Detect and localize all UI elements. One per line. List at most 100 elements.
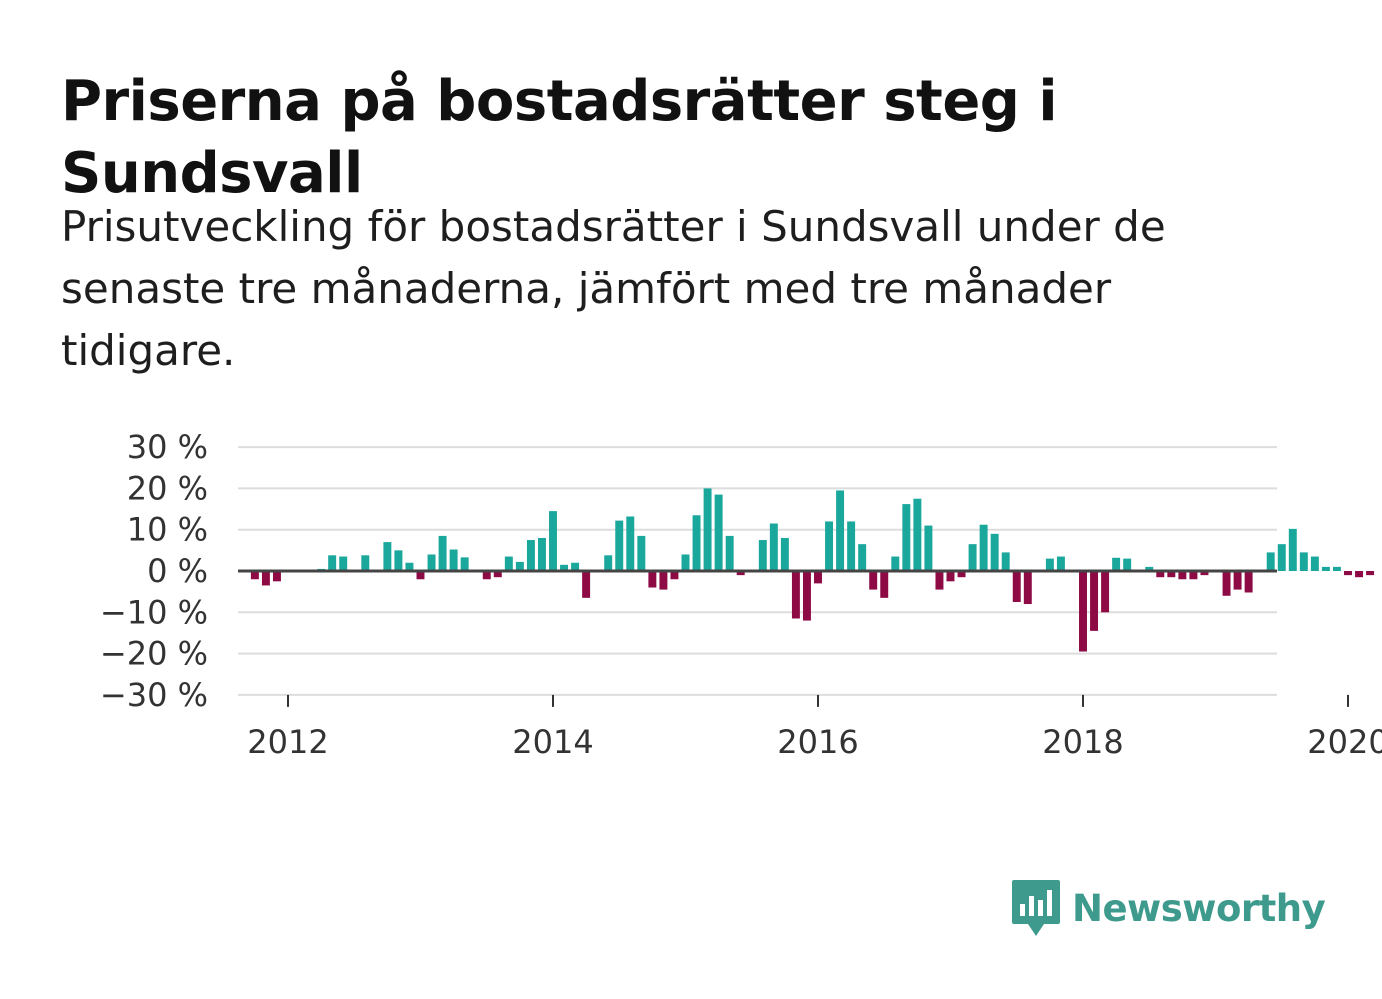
bar <box>1366 571 1375 576</box>
bar <box>736 571 745 576</box>
bar <box>272 571 281 582</box>
bar <box>924 525 933 571</box>
bar <box>1056 556 1065 571</box>
bar <box>1001 552 1010 571</box>
bar <box>1101 571 1110 613</box>
bar <box>537 537 546 571</box>
bar <box>394 550 403 571</box>
bar <box>858 544 867 571</box>
bar <box>1355 571 1364 578</box>
bar <box>571 562 580 571</box>
bar <box>946 571 955 582</box>
bar <box>1299 552 1308 571</box>
x-tick-label: 2018 <box>1042 723 1123 761</box>
bar <box>880 571 889 598</box>
bar <box>427 554 436 571</box>
bar <box>604 555 613 571</box>
bar <box>990 533 999 571</box>
bar <box>825 521 834 571</box>
bar <box>802 571 811 621</box>
bar <box>659 571 668 590</box>
bar <box>460 557 469 571</box>
bar <box>957 571 966 578</box>
x-tick-label: 2020 <box>1307 723 1382 761</box>
bar <box>582 571 591 598</box>
bar <box>438 535 447 571</box>
chart-subtitle: Prisutveckling för bostadsrätter i Sunds… <box>61 202 1166 375</box>
bar <box>847 521 856 571</box>
newsworthy-logo-icon <box>1012 880 1060 936</box>
bar <box>1233 571 1242 590</box>
x-tick-label: 2014 <box>512 723 593 761</box>
bar <box>1332 566 1341 571</box>
bar <box>891 556 900 571</box>
bar <box>814 571 822 584</box>
y-tick-label: 10 % <box>127 511 208 549</box>
bar <box>526 540 535 571</box>
bar <box>549 511 557 571</box>
bar <box>482 571 491 580</box>
bar <box>648 571 657 588</box>
y-tick-label: −30 % <box>100 676 208 714</box>
bar <box>328 555 337 571</box>
x-tick-label: 2016 <box>777 723 858 761</box>
bar <box>493 571 502 578</box>
bar <box>758 540 767 571</box>
gridlines <box>238 446 1277 696</box>
bars <box>250 488 1375 652</box>
bar <box>1321 566 1330 571</box>
bar <box>1344 571 1352 576</box>
bar <box>1145 566 1154 571</box>
bar <box>791 571 800 619</box>
bar <box>1277 544 1286 571</box>
bar <box>692 515 701 571</box>
bar <box>714 494 723 571</box>
bar <box>615 520 624 571</box>
bar <box>261 571 270 586</box>
bar <box>1310 556 1319 571</box>
newsworthy-logo: Newsworthy <box>1010 878 1326 938</box>
bar <box>1023 571 1032 605</box>
x-axis-ticks: 20122014201620182020202220242026 <box>247 694 1382 761</box>
bar <box>681 554 690 571</box>
bar <box>902 504 911 571</box>
bar <box>670 571 679 580</box>
bar <box>339 556 348 571</box>
bar <box>1288 528 1297 571</box>
y-tick-label: −20 % <box>100 635 208 673</box>
bar <box>1266 552 1275 571</box>
bar <box>361 555 370 571</box>
bar <box>1090 571 1099 631</box>
bar <box>504 556 513 571</box>
bar <box>637 535 646 571</box>
bar <box>979 524 988 571</box>
y-axis-ticks: 30 %20 % 10 %0 %−10 % −20 %−30 % <box>100 428 208 714</box>
bar <box>769 523 778 571</box>
bar <box>560 564 569 572</box>
bar <box>1178 571 1187 580</box>
bar <box>626 516 635 571</box>
bar <box>1222 571 1231 596</box>
bar <box>383 542 392 571</box>
bar <box>1123 558 1132 571</box>
bar <box>515 561 524 571</box>
newsworthy-logo-text: Newsworthy <box>1072 886 1326 930</box>
y-tick-label: 0 % <box>147 552 208 590</box>
bar <box>836 490 845 571</box>
bar <box>935 571 944 590</box>
bar <box>1244 571 1253 593</box>
x-tick-label: 2012 <box>247 723 328 761</box>
bar <box>1112 557 1121 571</box>
bar <box>405 562 414 571</box>
bar <box>1200 571 1209 576</box>
chart: 30 %20 % 10 %0 %−10 % −20 %−30 % 2012 2014 2… <box>100 428 1382 761</box>
bar <box>1167 571 1176 578</box>
bar <box>913 498 922 571</box>
bar <box>780 537 789 571</box>
bar <box>869 571 878 590</box>
y-tick-label: 30 % <box>127 428 208 466</box>
bar <box>725 535 734 571</box>
bar <box>968 544 977 571</box>
y-tick-label: −10 % <box>100 593 208 631</box>
bar <box>1189 571 1198 580</box>
